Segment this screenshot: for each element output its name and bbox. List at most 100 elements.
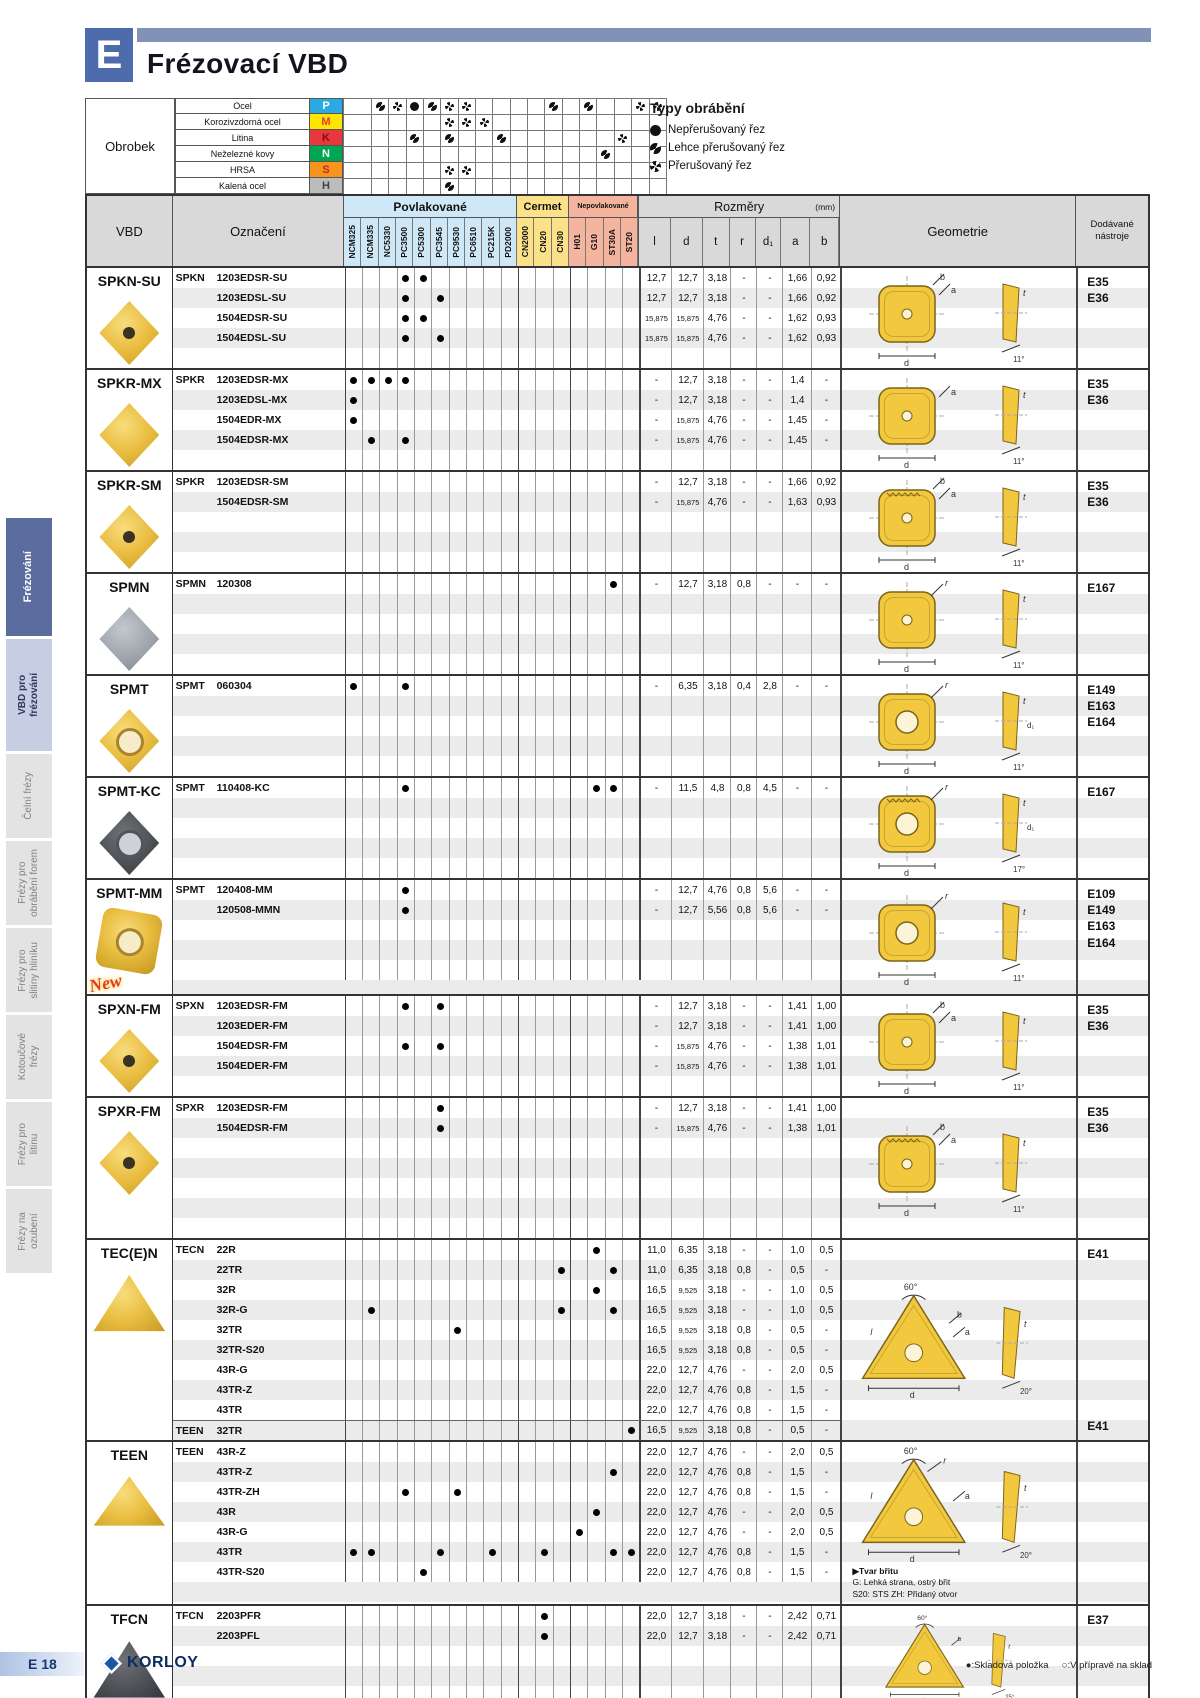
grade-cell bbox=[500, 1280, 518, 1300]
sidebar-tab-fr-zy-na-ozuben-[interactable]: Frézy na ozubení bbox=[6, 1189, 52, 1273]
machining-symbol bbox=[618, 134, 628, 143]
grade-cell bbox=[604, 328, 622, 348]
dim-value: - bbox=[811, 778, 840, 798]
dim-value: - bbox=[730, 492, 756, 512]
sidebar-tab-fr-zy-pro-obr-b-n-forem[interactable]: Frézy pro obrábění forem bbox=[6, 841, 52, 925]
table-row: 43TR 22,0 12,7 4,76 0,8-1,5- bbox=[173, 1400, 841, 1420]
sidebar-tab-kotou-ov-fr-zy[interactable]: Kotoučové frézy bbox=[6, 1015, 52, 1099]
grade-cell bbox=[500, 1542, 518, 1562]
grade-cell bbox=[570, 676, 587, 696]
table-row: SPMN 120308 -12,7 3,18 0,8- - - bbox=[173, 574, 841, 594]
svg-text:l: l bbox=[871, 1491, 874, 1501]
grade-cell bbox=[622, 1360, 639, 1380]
grade-cell bbox=[466, 996, 483, 1016]
stock-dot bbox=[610, 1548, 618, 1556]
vbd-cell: SPMT-KC bbox=[87, 778, 173, 878]
grade-cell bbox=[396, 1400, 414, 1420]
grade-cell bbox=[431, 1340, 448, 1360]
grade-cell bbox=[535, 370, 552, 390]
grade-cell bbox=[396, 1300, 414, 1320]
sidebar-tab-fr-zy-pro-litinu[interactable]: Frézy pro litinu bbox=[6, 1102, 52, 1186]
insert-family-name: SPKR-MX bbox=[97, 375, 162, 391]
dim-value: 22,0 bbox=[639, 1482, 671, 1502]
dim-value: 4,76 bbox=[703, 1360, 730, 1380]
svg-text:t: t bbox=[1023, 1138, 1026, 1148]
grade-cell bbox=[622, 880, 639, 900]
sidebar-tab--eln-fr-zy[interactable]: Čelní frézy bbox=[6, 754, 52, 838]
svg-text:11°: 11° bbox=[1013, 559, 1025, 568]
dim-value: - bbox=[756, 1280, 782, 1300]
table-row: SPXN 1203EDSR-FM -12,7 3,18- -1,41 1,00 bbox=[173, 996, 841, 1016]
grade-cell bbox=[448, 1340, 466, 1360]
designation: 43TR-ZH bbox=[216, 1486, 260, 1498]
machining-symbol bbox=[479, 118, 489, 127]
geometry-cell: 60° l a r d t 20° ▶Tvar břitu G: Lehká stran… bbox=[840, 1442, 1076, 1605]
dim-value: 3,18 bbox=[703, 288, 730, 308]
insert-family-name: SPMT-MM bbox=[96, 885, 163, 901]
workpiece-code: P bbox=[310, 98, 343, 114]
sidebar-tab-fr-zy-pro-slitiny-hlin-ku[interactable]: Frézy pro slitiny hliníku bbox=[6, 928, 52, 1012]
tool-ref: E41 bbox=[1087, 1418, 1109, 1433]
dim-value: 15,875 bbox=[671, 492, 703, 512]
svg-text:11°: 11° bbox=[1013, 974, 1025, 983]
stock-dot bbox=[350, 396, 358, 404]
svg-text:d: d bbox=[904, 1086, 909, 1096]
grade-cell bbox=[535, 1056, 552, 1076]
dim-value: 0,8 bbox=[730, 1260, 756, 1280]
dim-value: - bbox=[782, 676, 811, 696]
stock-note: ●:Skladová položka bbox=[965, 1660, 1049, 1671]
grade-cell bbox=[622, 676, 639, 696]
table-row: 1504EDSR-FM -15,875 4,76- -1,38 1,01 bbox=[173, 1036, 841, 1056]
grade-cell bbox=[413, 1118, 431, 1138]
dim-value: 3,18 bbox=[703, 996, 730, 1016]
geometry-drawing: r d t d₁ 17° bbox=[869, 782, 1035, 878]
grade-cell bbox=[431, 900, 448, 920]
series-code: SPMT bbox=[175, 680, 205, 692]
grade-cell bbox=[500, 1240, 518, 1260]
grade-cell bbox=[535, 1462, 552, 1482]
dim-value: 0,92 bbox=[811, 288, 840, 308]
grade-cell bbox=[361, 308, 379, 328]
insert-section: SPMT-KC SPMT 110408-KC -11,5 4,8 0,8 4,5- - bbox=[87, 776, 1148, 878]
dim-value: 9,525 bbox=[671, 1421, 703, 1440]
dim-value: 1,41 bbox=[782, 1098, 811, 1118]
dim-value: 1,00 bbox=[811, 1098, 840, 1118]
grade-cell bbox=[587, 268, 604, 288]
insert-hole bbox=[123, 1055, 136, 1067]
grade-cell bbox=[518, 492, 535, 512]
grade-cell bbox=[344, 1320, 362, 1340]
dim-value: 22,0 bbox=[639, 1502, 671, 1522]
grade-cell bbox=[379, 1626, 396, 1647]
sidebar-tab-fr-zov-n-[interactable]: Frézování bbox=[6, 518, 52, 636]
machining-symbol bbox=[650, 124, 661, 136]
dim-value: 15,875 bbox=[639, 308, 671, 328]
grade-cell bbox=[552, 778, 570, 798]
grade-code: G10 bbox=[586, 218, 604, 266]
insert-section: TEEN TEEN 43R-Z 22,0 12,7 4,76- -2,0 0,5 43T… bbox=[87, 1440, 1148, 1605]
grade-cell bbox=[552, 1118, 570, 1138]
tool-ref: E36 bbox=[1087, 495, 1109, 510]
insert-section: SPKR-SM SPKR 1203EDSR-SM -12,7 3,18- -1,66… bbox=[87, 470, 1148, 572]
grade-cell bbox=[500, 390, 518, 410]
page-footer: E 18 KORLOY ●:Skladová položka ○:V přípr… bbox=[0, 1650, 1200, 1696]
tool-ref: E37 bbox=[1087, 1613, 1109, 1628]
grade-cell bbox=[483, 288, 500, 308]
col-header-tools: Dodávané nástroje bbox=[1076, 196, 1148, 266]
filler-row bbox=[173, 532, 841, 552]
grade-cell bbox=[604, 1300, 622, 1320]
grade-cell bbox=[483, 492, 500, 512]
workpiece-symbol-row bbox=[343, 99, 666, 115]
dim-value: - bbox=[811, 574, 840, 594]
sidebar-tab-vbd-pro-fr-zov-n-[interactable]: VBD pro frézování bbox=[6, 639, 52, 751]
designation: 43TR-Z bbox=[216, 1384, 253, 1396]
grade-cell bbox=[622, 370, 639, 390]
grade-cell bbox=[535, 1016, 552, 1036]
dim-value: 0,4 bbox=[730, 676, 756, 696]
dim-value: - bbox=[730, 370, 756, 390]
grade-cell bbox=[379, 1380, 396, 1400]
svg-text:b: b bbox=[940, 476, 945, 486]
dim-value: - bbox=[756, 390, 782, 410]
grade-cell bbox=[570, 1442, 587, 1462]
grade-cell bbox=[396, 1482, 414, 1502]
